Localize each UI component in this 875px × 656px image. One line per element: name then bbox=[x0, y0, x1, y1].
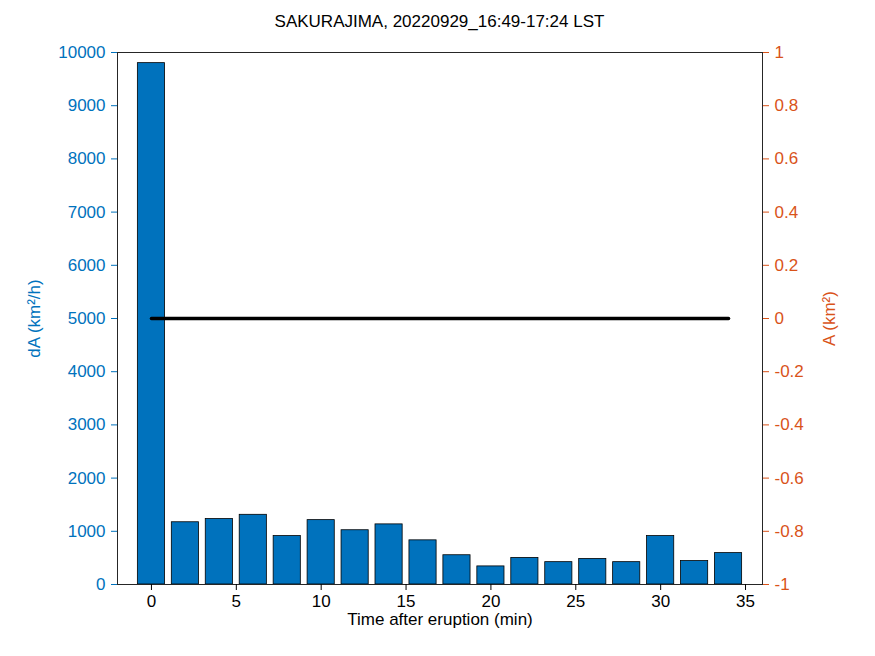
svg-text:-1: -1 bbox=[775, 575, 790, 594]
svg-text:1000: 1000 bbox=[68, 522, 106, 541]
svg-text:20: 20 bbox=[481, 592, 500, 611]
svg-text:-0.8: -0.8 bbox=[775, 522, 804, 541]
svg-text:9000: 9000 bbox=[68, 96, 106, 115]
svg-text:-0.6: -0.6 bbox=[775, 469, 804, 488]
svg-text:35: 35 bbox=[736, 592, 755, 611]
svg-text:5: 5 bbox=[232, 592, 241, 611]
svg-text:0.8: 0.8 bbox=[775, 96, 799, 115]
svg-text:7000: 7000 bbox=[68, 203, 106, 222]
svg-text:10000: 10000 bbox=[58, 43, 105, 62]
svg-text:Time after eruption (min): Time after eruption (min) bbox=[347, 610, 532, 629]
svg-text:-0.4: -0.4 bbox=[775, 415, 804, 434]
svg-text:-0.2: -0.2 bbox=[775, 362, 804, 381]
svg-text:6000: 6000 bbox=[68, 256, 106, 275]
svg-text:4000: 4000 bbox=[68, 362, 106, 381]
svg-text:3000: 3000 bbox=[68, 415, 106, 434]
svg-text:dA (km²/h): dA (km²/h) bbox=[25, 279, 44, 357]
svg-text:8000: 8000 bbox=[68, 149, 106, 168]
html-text:SAKURAJIMA, 20220929_16:49-17:: SAKURAJIMA, 20220929_16:49-17:24 LST bbox=[274, 12, 605, 31]
svg-text:0.4: 0.4 bbox=[775, 203, 799, 222]
svg-text:0.6: 0.6 bbox=[775, 149, 799, 168]
svg-text:2000: 2000 bbox=[68, 469, 106, 488]
svg-text:15: 15 bbox=[397, 592, 416, 611]
svg-text:30: 30 bbox=[651, 592, 670, 611]
svg-text:0: 0 bbox=[147, 592, 156, 611]
svg-text:5000: 5000 bbox=[68, 309, 106, 328]
svg-text:A (km²): A (km²) bbox=[820, 291, 839, 346]
svg-text:10: 10 bbox=[312, 592, 331, 611]
svg-text:25: 25 bbox=[566, 592, 585, 611]
svg-text:0.2: 0.2 bbox=[775, 256, 799, 275]
svg-text:1: 1 bbox=[775, 43, 784, 62]
svg-text:0: 0 bbox=[96, 575, 105, 594]
svg-text:0: 0 bbox=[775, 309, 784, 328]
